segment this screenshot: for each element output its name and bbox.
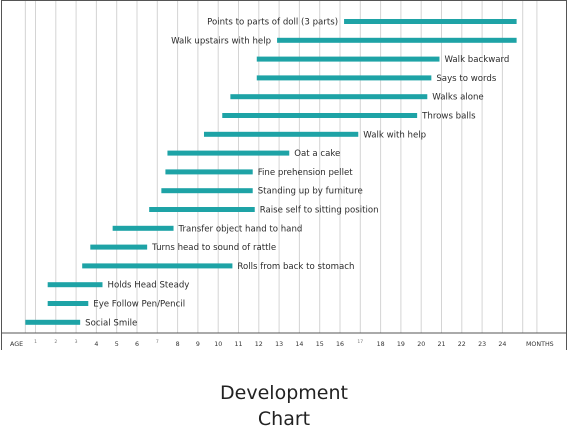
x-tick-label: 20: [417, 341, 425, 348]
x-tick-label: 10: [214, 341, 222, 348]
task-label: Walk upstairs with help: [171, 36, 271, 46]
x-axis-unit-label: MONTHS: [526, 341, 554, 348]
x-tick-label: 3: [75, 339, 78, 345]
task-bar: [222, 113, 418, 118]
x-tick-label: 6: [135, 341, 139, 348]
task-label: Oat a cake: [294, 149, 340, 159]
x-tick-label: 12: [255, 341, 263, 348]
x-tick-label: 15: [316, 341, 324, 348]
task-bar: [256, 75, 432, 81]
x-tick-label: 17: [357, 339, 363, 345]
x-tick-label: 18: [377, 341, 385, 348]
caption-line-1: Development: [220, 382, 348, 404]
task-label: Transfer object hand to hand: [178, 224, 303, 234]
caption-line-2: Chart: [257, 408, 311, 430]
x-tick-label: 8: [176, 341, 180, 348]
x-axis-start-label: AGE: [10, 341, 23, 348]
task-label: Fine prehension pellet: [258, 168, 354, 178]
x-tick-label: 24: [498, 341, 506, 348]
chart-caption: Development Chart: [0, 380, 568, 432]
task-label: Points to parts of doll (3 parts): [207, 18, 338, 28]
task-label: Eye Follow Pen/Pencil: [93, 300, 185, 310]
task-label: Says to words: [436, 74, 496, 84]
task-bar: [82, 263, 233, 269]
task-label: Raise self to sitting position: [260, 206, 379, 216]
task-label: Social Smile: [85, 318, 137, 328]
x-tick-label: 22: [458, 341, 466, 348]
task-label: Walks alone: [432, 93, 483, 103]
x-tick-label: 9: [196, 341, 200, 348]
x-axis-ticks: 1 2 3 4 5 6 7 8 9 10 11 12 13 14 15 16 17 18 19 20 21 22 23 24: [34, 339, 506, 348]
task-bar: [256, 56, 440, 62]
task-bar: [47, 301, 89, 306]
task-labels: Points to parts of doll (3 parts) Walk up…: [85, 18, 509, 329]
task-bar: [112, 225, 174, 231]
chart-frame: [1, 0, 567, 350]
task-bar: [277, 37, 517, 43]
task-bar: [25, 319, 81, 325]
x-tick-label: 14: [295, 341, 303, 348]
task-label: Walk with help: [363, 130, 426, 140]
x-tick-label: 1: [34, 339, 37, 345]
task-label: Walk backward: [444, 55, 509, 65]
x-tick-label: 23: [478, 341, 486, 348]
task-label: Holds Head Steady: [107, 281, 189, 291]
x-tick-label: 21: [437, 341, 445, 348]
x-tick-label: 13: [275, 341, 283, 348]
task-label: Standing up by furniture: [258, 187, 363, 197]
task-bar: [161, 188, 253, 194]
task-bar: [167, 150, 290, 156]
x-tick-label: 2: [54, 339, 57, 345]
development-chart: Points to parts of doll (3 parts) Walk up…: [1, 0, 567, 350]
task-label: Throws balls: [421, 112, 476, 122]
task-label: Rolls from back to stomach: [237, 262, 354, 272]
task-bar: [203, 131, 359, 137]
grid-lines: [24, 1, 538, 333]
x-tick-label: 7: [156, 339, 159, 345]
task-bars: [25, 19, 517, 325]
task-label: Turns head to sound of rattle: [151, 243, 276, 253]
task-bar: [149, 207, 255, 212]
task-bar: [47, 282, 103, 288]
task-bar: [165, 169, 253, 175]
task-bar: [90, 244, 148, 250]
x-tick-label: 19: [397, 341, 405, 348]
x-tick-label: 11: [234, 341, 242, 348]
task-bar: [230, 94, 428, 100]
x-tick-label: 16: [336, 341, 344, 348]
task-bar: [344, 19, 517, 24]
x-tick-label: 4: [94, 341, 98, 348]
x-tick-label: 5: [115, 341, 119, 348]
